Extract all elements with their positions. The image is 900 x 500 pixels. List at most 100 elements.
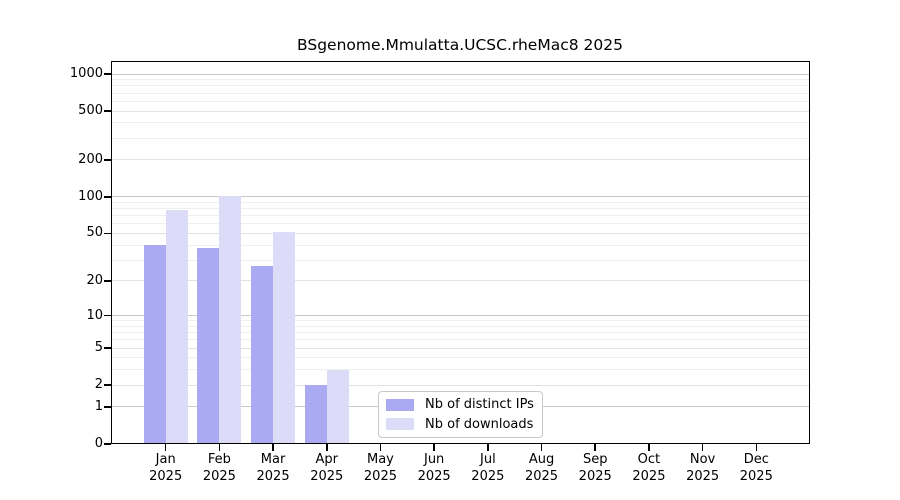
x-tick-mark	[272, 444, 274, 451]
x-tick-label: Nov 2025	[671, 451, 735, 485]
x-tick-label: Jun 2025	[402, 451, 466, 485]
minor-gridline	[112, 325, 810, 327]
bar-distinct-ips	[304, 385, 327, 443]
minor-gridline	[112, 92, 810, 94]
minor-gridline	[112, 369, 810, 371]
y-tick-label: 20	[86, 272, 103, 288]
x-tick-mark	[379, 444, 382, 451]
minor-gridline	[112, 223, 810, 225]
minor-gridline	[112, 85, 810, 87]
x-tick-month: Apr	[315, 452, 339, 467]
minor-gridline	[112, 79, 810, 81]
y-tick-label: 200	[78, 151, 103, 167]
y-tick-mark	[104, 110, 111, 112]
x-tick-mark	[433, 444, 435, 451]
y-tick-label: 5	[94, 340, 103, 356]
y-tick-mark	[104, 159, 111, 161]
legend-swatch-distinct-ips	[386, 398, 414, 411]
legend: Nb of distinct IPs Nb of downloads	[378, 391, 543, 438]
minor-gridline	[112, 208, 810, 210]
bar-downloads	[273, 232, 296, 443]
bar-downloads	[219, 195, 242, 443]
x-tick-label: Dec 2025	[724, 451, 788, 485]
x-tick-mark	[218, 444, 221, 451]
x-tick-year: 2025	[578, 469, 612, 484]
minor-gridline	[112, 259, 810, 261]
x-tick-year: 2025	[632, 469, 666, 484]
major-gridline	[112, 280, 810, 282]
x-tick-month: Nov	[689, 452, 716, 467]
x-tick-month: Mar	[260, 452, 286, 467]
y-tick-label: 2	[94, 377, 103, 393]
x-tick-label: Oct 2025	[617, 451, 681, 485]
x-tick-year: 2025	[256, 469, 290, 484]
y-tick-mark	[104, 280, 111, 282]
chart-title: BSgenome.Mmulatta.UCSC.rheMac8 2025	[297, 36, 623, 54]
y-tick-mark	[104, 232, 111, 235]
x-tick-mark	[755, 444, 758, 451]
x-tick-label: Apr 2025	[295, 451, 359, 485]
x-tick-mark	[326, 444, 328, 451]
x-tick-mark	[540, 444, 543, 451]
legend-swatch-downloads	[386, 418, 414, 431]
x-tick-label: Mar 2025	[241, 451, 305, 485]
major-gridline	[112, 110, 810, 112]
minor-gridline	[112, 339, 810, 341]
x-tick-year: 2025	[524, 469, 559, 484]
y-tick-mark	[104, 384, 111, 386]
y-tick-label: 100	[78, 188, 103, 204]
y-tick-mark	[104, 347, 111, 349]
minor-gridline	[112, 215, 810, 217]
x-tick-month: Dec	[743, 452, 769, 467]
x-tick-year: 2025	[686, 469, 720, 484]
x-tick-label: Aug 2025	[510, 451, 574, 485]
x-tick-mark	[701, 444, 704, 451]
x-tick-month: Jan	[155, 452, 176, 467]
x-tick-month: Oct	[637, 452, 661, 467]
y-tick-mark	[104, 73, 111, 75]
y-tick-label: 500	[78, 103, 103, 119]
x-tick-year: 2025	[310, 469, 344, 484]
x-tick-year: 2025	[363, 469, 397, 484]
x-tick-month: Aug	[528, 452, 555, 467]
minor-gridline	[112, 244, 810, 246]
x-tick-mark	[594, 444, 596, 451]
bar-distinct-ips	[251, 265, 274, 443]
x-tick-month: Sep	[582, 452, 608, 467]
major-gridline	[112, 232, 810, 234]
y-tick-mark	[104, 406, 111, 408]
bar-downloads	[165, 209, 188, 443]
minor-gridline	[112, 201, 810, 203]
x-tick-month: May	[367, 452, 394, 467]
y-tick-label: 10	[86, 307, 103, 323]
bar-distinct-ips	[143, 245, 166, 443]
x-tick-year: 2025	[739, 469, 773, 484]
x-tick-month: Jun	[423, 452, 445, 467]
major-gridline	[112, 159, 810, 161]
x-tick-label: May 2025	[348, 451, 412, 485]
y-tick-label: 0	[94, 436, 103, 451]
x-tick-year: 2025	[149, 469, 183, 484]
minor-gridline	[112, 332, 810, 334]
x-tick-year: 2025	[417, 469, 451, 484]
minor-gridline	[112, 357, 810, 359]
y-tick-label: 1000	[69, 66, 103, 81]
x-tick-label: Jul 2025	[456, 451, 520, 485]
legend-item-downloads: Nb of downloads	[379, 416, 542, 433]
major-gridline	[112, 347, 810, 349]
x-tick-label: Jan 2025	[134, 451, 198, 485]
x-tick-mark	[487, 444, 489, 451]
y-tick-label: 1	[94, 398, 103, 414]
minor-gridline	[112, 122, 810, 124]
bar-downloads	[326, 369, 349, 443]
major-gridline	[112, 73, 810, 75]
x-tick-year: 2025	[202, 469, 236, 484]
minor-gridline	[112, 100, 810, 102]
x-tick-label: Feb 2025	[187, 451, 251, 485]
x-tick-year: 2025	[471, 469, 505, 484]
y-tick-label: 50	[86, 225, 103, 241]
